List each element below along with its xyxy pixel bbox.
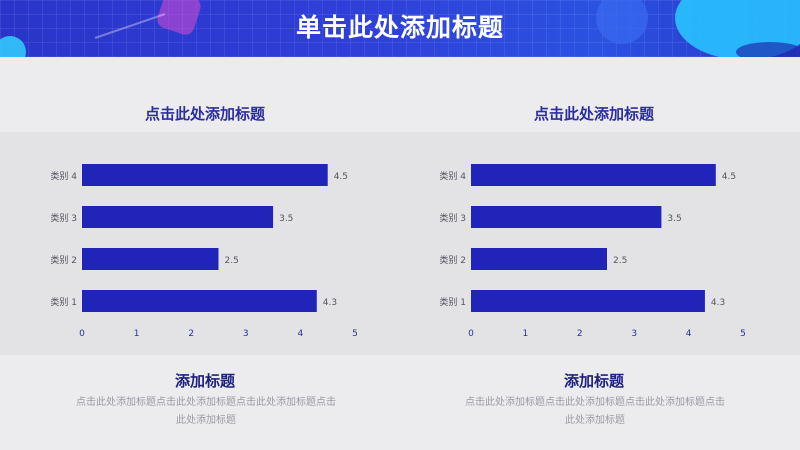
chart-title-left: 点击此处添加标题	[144, 105, 265, 123]
x-tick-label: 3	[631, 329, 637, 339]
chart-title-right: 点击此处添加标题	[533, 105, 654, 123]
category-label: 类别 3	[439, 212, 466, 224]
bar	[82, 248, 219, 270]
banner-circle-right	[596, 0, 648, 44]
bar	[471, 290, 705, 312]
x-tick-label: 3	[243, 329, 249, 339]
bar	[82, 206, 274, 228]
value-label: 4.5	[334, 172, 348, 182]
value-label: 2.5	[613, 256, 627, 266]
banner-blob-left	[0, 36, 26, 57]
x-tick-label: 0	[468, 329, 474, 339]
banner-grid-pattern	[0, 0, 800, 57]
value-label: 4.3	[323, 298, 337, 308]
category-label: 类别 2	[50, 254, 77, 266]
bar	[471, 248, 607, 270]
banner-line	[94, 13, 166, 39]
footer-title-left: 添加标题	[174, 372, 235, 390]
x-tick-label: 4	[686, 329, 692, 339]
bar	[82, 290, 317, 312]
value-label: 2.5	[225, 256, 239, 266]
bar	[471, 206, 662, 228]
category-label: 类别 1	[439, 296, 466, 308]
category-label: 类别 1	[50, 296, 77, 308]
bar-chart-left: 类别 4 4.5 类别 3 3.5 类别 2 2.5 类别 1 4.3 0 1 2 3 4 5	[50, 164, 358, 339]
x-tick-label: 2	[577, 329, 583, 339]
category-label: 类别 3	[50, 212, 77, 224]
category-label: 类别 4	[439, 170, 466, 182]
value-label: 4.5	[722, 172, 736, 182]
category-label: 类别 2	[439, 254, 466, 266]
x-tick-label: 2	[188, 329, 194, 339]
footer-title-right: 添加标题	[563, 372, 624, 390]
footer-text-left: 点击此处添加标题点击此处添加标题点击此处添加标题点击此处添加标题	[76, 397, 336, 426]
x-tick-label: 4	[298, 329, 304, 339]
banner-decoration	[0, 0, 800, 57]
bar	[471, 164, 716, 186]
x-tick-label: 0	[79, 329, 85, 339]
footer-text-right: 点击此处添加标题点击此处添加标题点击此处添加标题点击此处添加标题	[465, 397, 725, 426]
x-tick-label: 1	[134, 329, 140, 339]
value-label: 3.5	[279, 214, 293, 224]
bar-chart-right: 类别 4 4.5 类别 3 3.5 类别 2 2.5 类别 1 4.3 0 1 2 3 4 5	[439, 164, 746, 339]
x-tick-label: 5	[740, 329, 746, 339]
banner-shape-pink	[157, 0, 201, 35]
category-label: 类别 4	[50, 170, 77, 182]
x-tick-label: 5	[352, 329, 358, 339]
x-tick-label: 1	[523, 329, 529, 339]
page-title: 单击此处添加标题	[295, 13, 504, 42]
value-label: 3.5	[667, 214, 681, 224]
bar	[82, 164, 328, 186]
value-label: 4.3	[711, 298, 725, 308]
banner-blob-right-shadow	[736, 42, 800, 57]
header-banner: 单击此处添加标题	[0, 0, 800, 57]
